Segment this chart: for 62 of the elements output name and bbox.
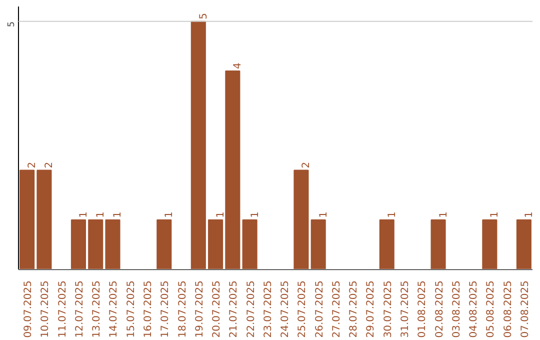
data-label: 1 [490,212,501,218]
bar [105,219,120,270]
data-label: 1 [216,212,227,218]
x-tick-label: 11.07.2025 [57,280,68,338]
x-tick-label: 18.07.2025 [177,280,188,338]
x-tick-label: 10.07.2025 [40,280,52,338]
bar [36,170,52,270]
data-label: 1 [386,212,398,218]
data-label: 1 [112,212,124,218]
data-label: 1 [250,212,261,218]
x-tick-label: 21.07.2025 [228,280,240,338]
x-tick-label: 23.07.2025 [262,280,274,338]
data-label: 1 [96,212,107,218]
x-tick-label: 26.07.2025 [314,280,326,338]
data-label: 2 [27,162,38,168]
data-label: 1 [438,212,450,218]
x-tick-label: 04.08.2025 [468,280,480,338]
x-tick-label: 28.07.2025 [348,280,360,338]
x-tick-label: 01.08.2025 [417,280,428,338]
x-tick-label: 27.07.2025 [331,280,342,338]
x-tick-label: 13.07.2025 [92,280,103,338]
data-label: 5 [198,13,210,20]
x-tick-label: 16.07.2025 [143,280,154,338]
data-label: 1 [318,212,330,218]
bar [310,219,326,270]
data-label: 4 [232,62,244,70]
bar [190,20,206,270]
x-tick-label: 17.07.2025 [160,280,172,338]
x-tick-label: 02.08.2025 [434,280,446,338]
bar [294,170,309,270]
x-tick-label: 09.07.2025 [23,280,34,338]
bar [482,219,498,270]
bar [156,219,172,270]
data-label: 1 [78,212,90,218]
x-tick-label: 19.07.2025 [194,280,206,338]
bar [242,219,258,270]
bar [208,219,224,270]
x-tick-label: 31.07.2025 [400,280,411,338]
x-tick-label: 24.07.2025 [280,280,292,338]
x-tick-label: 30.07.2025 [382,280,394,338]
x-tick-label: 03.08.2025 [451,280,462,338]
bar [70,219,86,270]
x-tick-label: 25.07.2025 [297,280,308,338]
x-tick-label: 15.07.2025 [126,280,137,338]
bar [20,170,35,270]
bar [225,70,240,270]
bar [379,219,394,270]
x-tick-label: 12.07.2025 [74,280,86,338]
x-tick-label: 14.07.2025 [108,280,120,338]
bar [430,219,446,270]
x-tick-label: 20.07.2025 [212,280,223,338]
data-label: 1 [524,212,535,218]
bar [88,219,104,270]
x-tick-label: 07.08.2025 [520,280,531,338]
x-tick-label: 22.07.2025 [246,280,257,338]
bar [516,219,532,270]
data-label: 2 [301,162,312,168]
data-label: 2 [44,162,56,168]
x-tick-label: 29.07.2025 [366,280,377,338]
x-tick-label: 06.08.2025 [502,280,514,338]
x-tick-label: 05.08.2025 [486,280,497,338]
data-label: 1 [164,212,176,218]
